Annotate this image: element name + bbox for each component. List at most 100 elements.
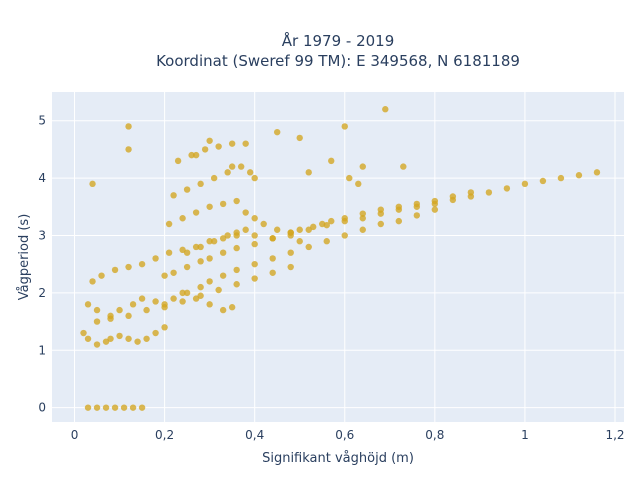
data-point [377, 206, 384, 213]
data-point [287, 249, 294, 256]
data-point [179, 289, 186, 297]
points-layer [80, 106, 601, 411]
data-point [197, 243, 204, 251]
data-point [233, 266, 240, 274]
data-point [346, 174, 353, 182]
data-point [197, 258, 204, 265]
data-point [179, 215, 186, 222]
data-point [341, 215, 348, 222]
data-point [355, 180, 362, 188]
data-point [188, 151, 195, 159]
data-point [107, 335, 114, 342]
data-point [219, 200, 227, 208]
data-point [161, 272, 168, 279]
x-tick-label: 0,2 [155, 428, 174, 442]
data-point [287, 263, 294, 271]
data-point [111, 266, 119, 274]
data-point [575, 172, 583, 179]
data-point [273, 226, 281, 233]
data-point [251, 174, 258, 182]
y-axis-title: Vågperiod (s) [17, 214, 32, 301]
data-point [395, 217, 403, 225]
data-point [206, 137, 213, 144]
data-point [382, 106, 389, 113]
plot-background [52, 92, 624, 422]
data-point [152, 329, 159, 337]
data-point [296, 226, 303, 233]
data-point [210, 238, 218, 245]
data-point [152, 255, 159, 262]
data-point [260, 220, 267, 228]
data-point [233, 244, 240, 252]
data-point [305, 169, 312, 176]
data-point [328, 217, 335, 225]
x-tick-label: 0,4 [245, 428, 264, 442]
data-point [129, 301, 137, 308]
x-axis-title: Signifikant våghöjd (m) [262, 451, 414, 466]
x-tick-labels: 0 0,2 0,4 0,6 0,8 1 1,2 [71, 428, 625, 442]
data-point [192, 295, 200, 302]
data-point [197, 283, 204, 291]
data-point [210, 174, 218, 182]
data-point [251, 260, 258, 268]
data-point [251, 215, 258, 222]
data-point [269, 269, 276, 276]
data-point [111, 404, 119, 411]
data-point [228, 304, 236, 311]
data-point [467, 189, 475, 196]
data-point [170, 269, 177, 276]
data-point [152, 298, 159, 305]
data-point [93, 404, 101, 411]
data-point [503, 185, 511, 192]
data-point [219, 249, 227, 256]
data-point [449, 193, 457, 200]
data-point [400, 163, 407, 170]
x-tick-label: 1 [521, 428, 529, 442]
data-point [116, 306, 123, 314]
data-point [242, 140, 249, 147]
data-point [134, 338, 141, 345]
data-point [485, 189, 493, 196]
data-point [125, 335, 132, 342]
data-point [93, 341, 101, 348]
data-point [183, 186, 191, 193]
data-point [116, 332, 123, 340]
data-point [431, 206, 439, 213]
y-tick-label: 1 [38, 343, 46, 357]
data-point [305, 243, 312, 251]
data-point [224, 169, 231, 176]
data-point [341, 123, 348, 130]
x-tick-label: 0,6 [335, 428, 354, 442]
y-tick-label: 5 [38, 114, 46, 128]
data-point [206, 301, 213, 308]
data-point [377, 220, 384, 228]
data-point [233, 229, 240, 236]
data-point [161, 324, 168, 331]
x-tick-label: 0 [71, 428, 79, 442]
data-point [84, 404, 92, 411]
data-point [359, 215, 366, 222]
y-tick-label: 3 [38, 228, 46, 242]
data-point [206, 255, 213, 262]
data-point [138, 260, 146, 268]
data-point [125, 123, 132, 130]
data-point [192, 209, 200, 216]
data-point [228, 163, 236, 170]
y-tick-label: 2 [38, 286, 46, 300]
data-point [107, 315, 114, 322]
data-point [413, 200, 421, 208]
data-point [125, 263, 132, 271]
data-point [80, 329, 87, 337]
x-tick-label: 0,8 [425, 428, 444, 442]
data-point [319, 220, 326, 228]
data-point [310, 223, 317, 231]
data-point [557, 174, 565, 182]
data-point [206, 203, 213, 210]
data-point [143, 335, 150, 342]
data-point [521, 180, 529, 188]
data-point [242, 209, 249, 216]
data-point [138, 295, 146, 302]
data-point [359, 210, 366, 217]
data-point [84, 335, 92, 342]
data-point [84, 301, 92, 308]
